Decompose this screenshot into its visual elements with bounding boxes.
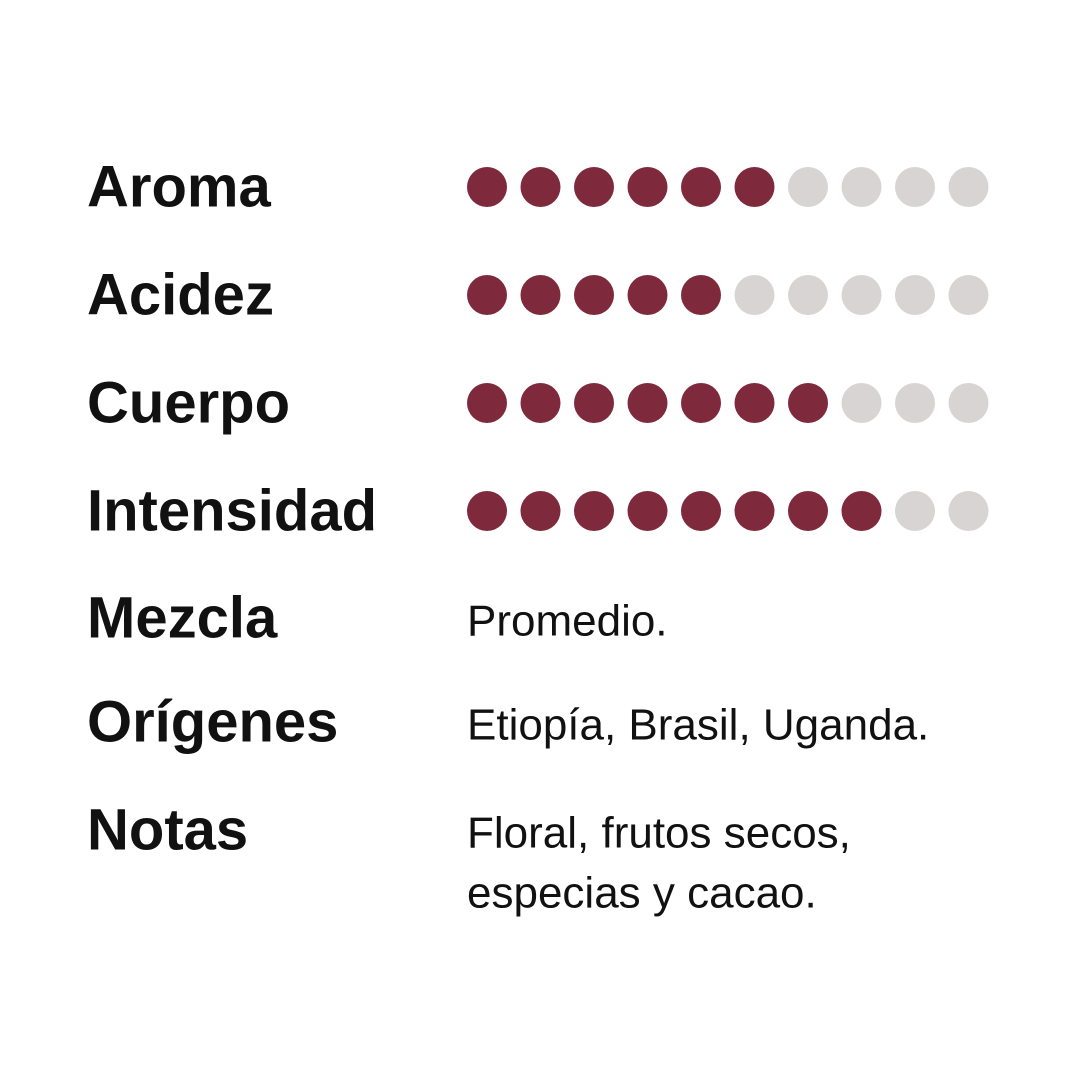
dot-filled (467, 275, 507, 315)
rating-label: Aroma (87, 155, 271, 220)
detail-label: Notas (87, 798, 248, 863)
dot-empty (734, 275, 775, 315)
dot-filled (681, 275, 721, 315)
dot-filled (681, 491, 721, 531)
dot-filled (467, 167, 507, 207)
dot-filled (734, 383, 775, 423)
dot-filled (841, 491, 882, 531)
dot-filled (574, 491, 614, 531)
dot-filled (574, 275, 614, 315)
dot-empty (788, 275, 828, 315)
detail-text: Etiopía, Brasil, Uganda. (467, 701, 929, 750)
dot-filled (467, 491, 507, 531)
dot-empty (841, 383, 882, 423)
rating-label: Cuerpo (87, 371, 290, 436)
dot-filled (788, 383, 828, 423)
dot-empty (948, 275, 989, 315)
dot-empty (788, 167, 828, 207)
dot-empty (895, 491, 935, 531)
detail-label: Orígenes (87, 690, 338, 755)
dot-filled (681, 167, 721, 207)
dot-filled (520, 383, 561, 423)
detail-text: especias y cacao. (467, 869, 817, 918)
dot-filled (681, 383, 721, 423)
dot-empty (841, 275, 882, 315)
dot-filled (627, 275, 668, 315)
dot-filled (734, 491, 775, 531)
dot-filled (467, 383, 507, 423)
dot-empty (948, 491, 989, 531)
dot-filled (520, 275, 561, 315)
dot-empty (841, 167, 882, 207)
dot-filled (734, 167, 775, 207)
dot-empty (948, 167, 989, 207)
dot-empty (895, 275, 935, 315)
dot-filled (788, 491, 828, 531)
dot-filled (627, 491, 668, 531)
dot-filled (574, 383, 614, 423)
dot-filled (627, 383, 668, 423)
dot-filled (520, 491, 561, 531)
detail-text: Promedio. (467, 597, 668, 646)
detail-text: Floral, frutos secos, (467, 809, 851, 858)
detail-label: Mezcla (87, 586, 278, 651)
dot-filled (520, 167, 561, 207)
dot-filled (574, 167, 614, 207)
rating-label: Acidez (87, 263, 274, 328)
dot-empty (895, 383, 935, 423)
dot-filled (627, 167, 668, 207)
dot-empty (895, 167, 935, 207)
rating-label: Intensidad (87, 479, 377, 544)
dot-empty (948, 383, 989, 423)
